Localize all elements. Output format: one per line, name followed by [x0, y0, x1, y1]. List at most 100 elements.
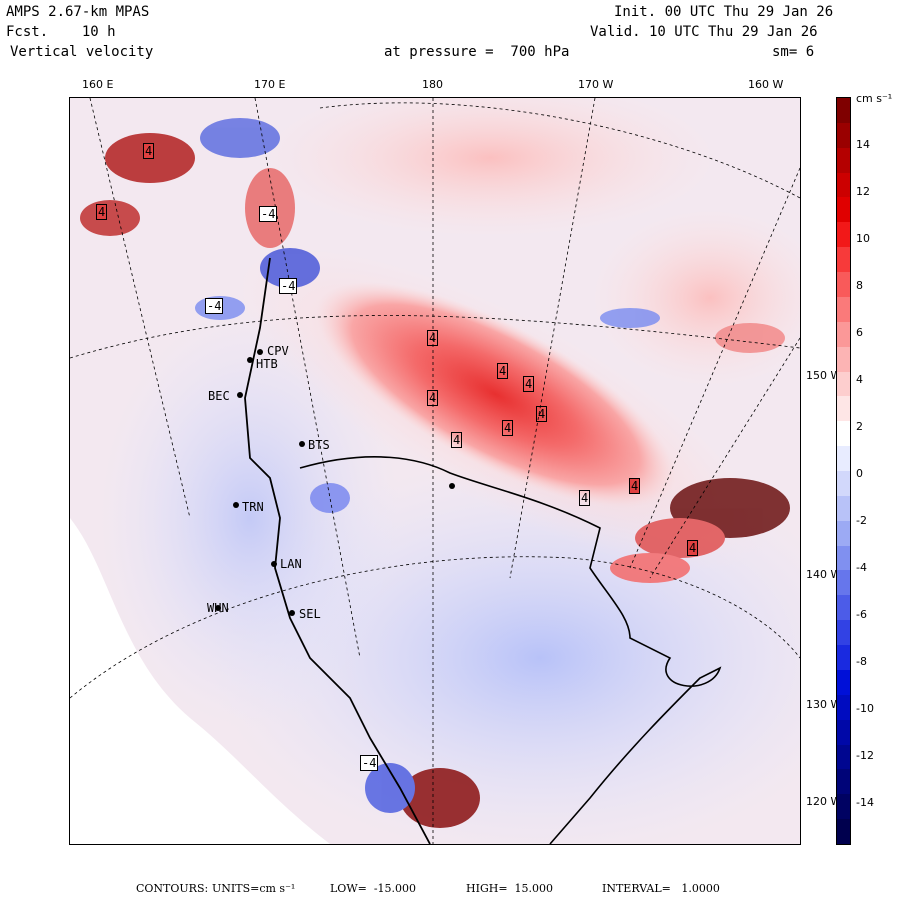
colorbar-units: cm s⁻¹	[856, 92, 893, 105]
colorbar-segment	[837, 222, 850, 248]
colorbar-segment	[837, 396, 850, 422]
colorbar-tick-label: -2	[856, 514, 867, 527]
lon-label-160e: 160 E	[82, 78, 114, 91]
coastline	[244, 257, 431, 844]
ascent-plume	[316, 282, 676, 507]
maximum-marker: 4	[687, 540, 699, 556]
station-cpv: CPV	[267, 344, 289, 358]
colorbar-segment	[837, 471, 850, 497]
colorbar-tick-label: -8	[856, 655, 867, 668]
graticule	[70, 98, 800, 844]
maximum-marker: 4	[523, 376, 535, 392]
maximum-marker: 4	[502, 420, 514, 436]
vertical-velocity-field	[70, 98, 800, 844]
colorbar-tick-label: -12	[856, 749, 874, 762]
maximum-marker: 4	[497, 363, 509, 379]
lon-label-170w: 170 W	[578, 78, 614, 91]
footer-contours-label: CONTOURS:	[136, 882, 209, 895]
colorbar-segment	[837, 247, 850, 273]
maximum-marker: 4	[579, 490, 591, 506]
colorbar-segment	[837, 595, 850, 621]
station-htb: HTB	[256, 357, 278, 371]
colorbar-segment	[837, 744, 850, 770]
map-panel: CPV HTB BEC BTS TRN LAN WHN SEL 4 4 4 4 …	[69, 97, 801, 845]
colorbar-segment	[837, 296, 850, 323]
colorbar-segment	[837, 545, 850, 571]
colorbar-segment	[837, 446, 850, 472]
valid-time: Valid. 10 UTC Thu 29 Jan 26	[590, 24, 818, 40]
colorbar-segment	[837, 819, 850, 845]
colorbar-segment	[837, 719, 850, 746]
colorbar-tick-label: -4	[856, 561, 867, 574]
colorbar-tick-label: -14	[856, 796, 874, 809]
colorbar-segment	[837, 147, 850, 174]
lon-label-130w: 130 W	[806, 698, 842, 711]
colorbar-tick-label: 8	[856, 279, 863, 292]
model-title: AMPS 2.67-km MPAS	[6, 4, 150, 20]
colorbar-segment	[837, 669, 850, 696]
colorbar-segment	[837, 272, 850, 298]
colorbar-segment	[837, 172, 850, 198]
colorbar-segment	[837, 570, 850, 596]
minimum-marker: -4	[205, 298, 224, 314]
variable-name: Vertical velocity	[10, 44, 154, 60]
footer-units: UNITS=cm s⁻¹	[212, 882, 296, 895]
colorbar-segment	[837, 520, 850, 547]
colorbar-segment	[837, 197, 850, 223]
colorbar-segment	[837, 620, 850, 646]
station-whn: WHN	[207, 601, 229, 615]
forecast-hour: Fcst. 10 h	[6, 24, 116, 40]
minimum-marker: -4	[360, 755, 379, 771]
colorbar-segment	[837, 694, 850, 721]
colorbar-tick-label: 4	[856, 373, 863, 386]
lon-label-140w: 140 W	[806, 568, 842, 581]
colorbar-segment	[837, 371, 850, 397]
colorbar-tick-label: -6	[856, 608, 867, 621]
lon-label-120w: 120 W	[806, 795, 842, 808]
colorbar-segment	[837, 495, 850, 522]
maximum-marker: 4	[629, 478, 641, 494]
lon-label-170e: 170 E	[254, 78, 286, 91]
colorbar-tick-label: 2	[856, 420, 863, 433]
colorbar-segment	[837, 645, 850, 671]
maximum-marker: 4	[143, 143, 155, 159]
station-bec: BEC	[208, 389, 230, 403]
maximum-marker: 4	[96, 204, 108, 220]
lon-label-160w: 160 W	[748, 78, 784, 91]
colorbar-tick-label: 0	[856, 467, 863, 480]
pressure-level: at pressure = 700 hPa	[384, 44, 570, 60]
minimum-marker: -4	[259, 206, 278, 222]
maximum-marker: 4	[451, 432, 463, 448]
colorbar-segment	[837, 794, 850, 820]
colorbar-segment	[837, 122, 850, 149]
colorbar-segment	[837, 769, 850, 795]
colorbar-tick-label: 14	[856, 138, 870, 151]
station-trn: TRN	[242, 500, 264, 514]
lon-label-180: 180	[422, 78, 443, 91]
no-data-region	[70, 518, 330, 844]
init-time: Init. 00 UTC Thu 29 Jan 26	[614, 4, 834, 20]
terrain-noise	[80, 118, 790, 828]
ice-shelf-edge	[299, 456, 722, 844]
station-bts: BTS	[308, 438, 330, 452]
colorbar	[836, 97, 851, 845]
colorbar-tick-label: 12	[856, 185, 870, 198]
minimum-marker: -4	[279, 278, 298, 294]
maximum-marker: 4	[427, 330, 439, 346]
footer-low: LOW= -15.000	[330, 882, 417, 895]
lon-label-150w: 150 W	[806, 369, 842, 382]
colorbar-tick-label: 10	[856, 232, 870, 245]
colorbar-segment	[837, 346, 850, 373]
station-lan: LAN	[280, 557, 302, 571]
colorbar-tick-label: -10	[856, 702, 874, 715]
station-markers	[215, 349, 455, 616]
station-sel: SEL	[299, 607, 321, 621]
colorbar-tick-label: 6	[856, 326, 863, 339]
colorbar-segment	[837, 98, 850, 124]
smoothing-value: sm= 6	[772, 44, 815, 60]
maximum-marker: 4	[536, 406, 548, 422]
colorbar-segment	[837, 421, 850, 447]
footer-high: HIGH= 15.000	[466, 882, 554, 895]
footer-interval: INTERVAL= 1.0000	[602, 882, 720, 895]
maximum-marker: 4	[427, 390, 439, 406]
